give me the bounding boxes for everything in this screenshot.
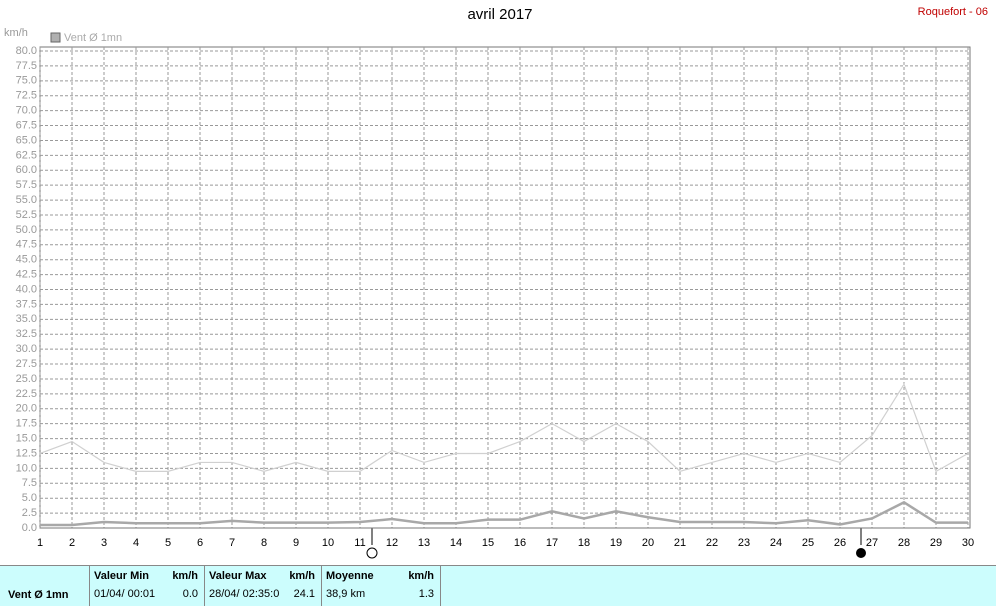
- y-tick-label: 12.5: [16, 447, 37, 459]
- summary-cell: Valeur Min km/h 01/04/ 00:01 0.0: [90, 566, 205, 606]
- x-tick-label: 3: [101, 537, 107, 549]
- y-tick-label: 42.5: [16, 269, 37, 281]
- legend-label: Vent Ø 1mn: [64, 32, 122, 44]
- summary-when: 01/04/ 00:01: [94, 588, 156, 600]
- y-tick-label: 45.0: [16, 254, 37, 266]
- x-tick-label: 27: [866, 537, 878, 549]
- y-tick-label: 65.0: [16, 134, 37, 146]
- x-tick-label: 26: [834, 537, 846, 549]
- x-tick-label: 2: [69, 537, 75, 549]
- summary-unit: km/h: [172, 570, 198, 582]
- summary-when: 28/04/ 02:35:0: [209, 588, 280, 600]
- y-tick-label: 67.5: [16, 119, 37, 131]
- summary-header: Valeur Min: [94, 570, 150, 582]
- y-tick-label: 27.5: [16, 358, 37, 370]
- x-tick-label: 6: [197, 537, 203, 549]
- x-tick-label: 22: [706, 537, 718, 549]
- x-tick-label: 1: [37, 537, 43, 549]
- summary-unit: km/h: [408, 570, 434, 582]
- y-tick-label: 72.5: [16, 90, 37, 102]
- row-label-cell: Vent Ø 1mn: [0, 566, 90, 606]
- y-tick-label: 75.0: [16, 75, 37, 87]
- x-tick-label: 13: [418, 537, 430, 549]
- x-tick-label: 14: [450, 537, 462, 549]
- summary-value: 0.0: [182, 588, 198, 600]
- x-tick-label: 18: [578, 537, 590, 549]
- series-line: [40, 500, 968, 527]
- x-tick-label: 16: [514, 537, 526, 549]
- y-tick-label: 60.0: [16, 164, 37, 176]
- series-line: [39, 382, 969, 473]
- summary-value: 24.1: [293, 588, 315, 600]
- summary-cell: Valeur Max km/h 28/04/ 02:35:0 24.1: [205, 566, 322, 606]
- y-tick-label: 57.5: [16, 179, 37, 191]
- x-tick-label: 7: [229, 537, 235, 549]
- y-tick-label: 7.5: [22, 477, 37, 489]
- x-tick-label: 8: [261, 537, 267, 549]
- y-tick-label: 62.5: [16, 149, 37, 161]
- summary-header: Moyenne: [326, 570, 374, 582]
- summary-unit: km/h: [289, 570, 315, 582]
- x-tick-label: 20: [642, 537, 654, 549]
- y-tick-label: 20.0: [16, 403, 37, 415]
- y-tick-label: 25.0: [16, 373, 37, 385]
- y-tick-label: 10.0: [16, 462, 37, 474]
- y-tick-label: 52.5: [16, 209, 37, 221]
- x-tick-label: 29: [930, 537, 942, 549]
- y-tick-label: 5.0: [22, 492, 37, 504]
- y-tick-label: 30.0: [16, 343, 37, 355]
- y-tick-label: 32.5: [16, 328, 37, 340]
- x-tick-label: 4: [133, 537, 139, 549]
- x-tick-label: 17: [546, 537, 558, 549]
- x-tick-label: 24: [770, 537, 782, 549]
- y-tick-label: 15.0: [16, 432, 37, 444]
- moon-full: [366, 547, 378, 559]
- x-tick-label: 30: [962, 537, 974, 549]
- y-tick-label: 22.5: [16, 388, 37, 400]
- y-tick-label: 35.0: [16, 313, 37, 325]
- chart-title: avril 2017: [467, 6, 532, 23]
- x-tick-label: 11: [354, 537, 365, 549]
- chart: avril 2017 Roquefort - 06 km/h Vent Ø 1m…: [4, 6, 988, 559]
- y-tick-label: 2.5: [22, 507, 37, 519]
- y-tick-label: 37.5: [16, 298, 37, 310]
- y-axis-label: km/h: [4, 27, 28, 39]
- y-tick-label: 80.0: [16, 45, 37, 57]
- plot-frame: [39, 46, 971, 529]
- x-tick-label: 19: [610, 537, 622, 549]
- summary-cell: Moyenne km/h 38,9 km 1.3: [322, 566, 441, 606]
- moon-new: [856, 548, 866, 558]
- y-tick-label: 40.0: [16, 283, 37, 295]
- x-tick-label: 9: [293, 537, 299, 549]
- y-tick-label: 55.0: [16, 194, 37, 206]
- y-tick-label: 17.5: [16, 418, 37, 430]
- station: Roquefort - 06: [918, 6, 988, 18]
- x-tick-label: 23: [738, 537, 750, 549]
- x-tick-label: 12: [386, 537, 398, 549]
- summary-when: 38,9 km: [326, 588, 366, 600]
- x-tick-label: 10: [322, 537, 334, 549]
- y-tick-label: 70.0: [16, 105, 37, 117]
- y-tick-label: 0.0: [22, 522, 37, 534]
- y-tick-label: 47.5: [16, 239, 37, 251]
- legend-swatch: [50, 32, 61, 43]
- x-tick-label: 5: [165, 537, 171, 549]
- summary-value: 1.3: [418, 588, 434, 600]
- x-tick-label: 21: [674, 537, 686, 549]
- summary-table: Vent Ø 1mn Valeur Min km/h 01/04/ 00:01 0.0…: [0, 565, 996, 606]
- y-tick-label: 50.0: [16, 224, 37, 236]
- summary-header: Valeur Max: [209, 570, 267, 582]
- row-label: Vent Ø 1mn: [8, 589, 69, 601]
- x-tick-label: 15: [482, 537, 494, 549]
- x-tick-label: 28: [898, 537, 910, 549]
- x-tick-label: 25: [802, 537, 814, 549]
- y-tick-label: 77.5: [16, 60, 37, 72]
